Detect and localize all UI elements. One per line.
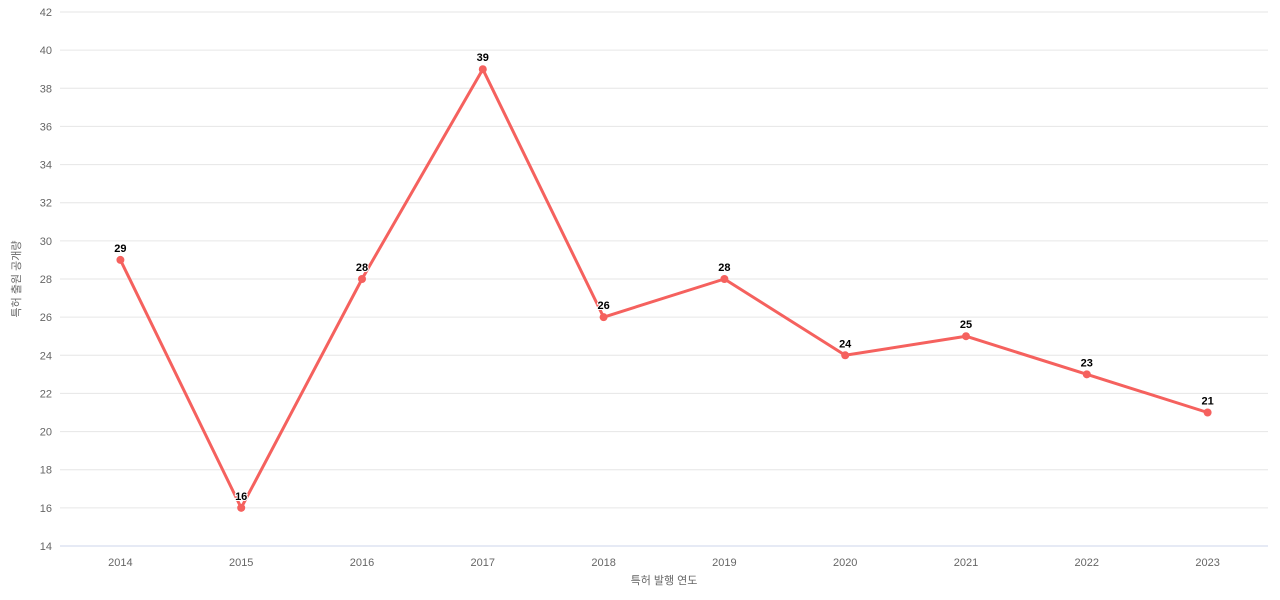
x-axis-tick-label: 2019 — [712, 557, 736, 569]
data-point-label: 29 — [114, 243, 126, 255]
x-axis-tick-label: 2021 — [954, 557, 978, 569]
y-axis-tick-label: 22 — [40, 388, 52, 400]
y-axis-tick-label: 34 — [40, 160, 52, 172]
y-axis-title: 특허 출원 공개량 — [10, 241, 23, 318]
data-labels: 29 16 28 39 26 28 24 25 23 21 — [113, 51, 1214, 504]
data-point-label: 21 — [1201, 396, 1213, 408]
x-axis-tick-label: 2014 — [108, 557, 132, 569]
y-axis-tick-label: 28 — [40, 274, 52, 286]
data-point[interactable] — [720, 275, 729, 283]
data-points — [116, 65, 1212, 512]
data-point-label: 16 — [235, 491, 247, 503]
gridlines — [60, 11, 1268, 547]
y-axis-tick-label: 42 — [40, 7, 52, 19]
y-axis-tick-label: 36 — [40, 121, 52, 133]
data-point-label: 28 — [356, 262, 368, 274]
data-point[interactable] — [962, 332, 970, 341]
x-axis-tick-label: 2015 — [229, 557, 253, 569]
data-point[interactable] — [1082, 370, 1091, 379]
x-axis-tick-labels: 2014 2015 2016 2017 2018 2019 2020 2021 2022 2023 — [108, 557, 1220, 569]
y-axis-tick-label: 16 — [40, 503, 52, 515]
data-point[interactable] — [841, 351, 850, 360]
data-point[interactable] — [358, 275, 366, 283]
y-axis-tick-label: 30 — [40, 236, 52, 248]
y-axis-tick-label: 14 — [40, 541, 52, 553]
y-axis-tick-labels: 14 16 18 20 22 24 26 28 30 32 34 36 38 40 42 — [40, 7, 52, 553]
x-axis-tick-label: 2023 — [1195, 557, 1219, 569]
data-point-label: 39 — [477, 52, 489, 64]
y-axis-tick-label: 24 — [40, 350, 52, 362]
x-axis-tick-label: 2017 — [471, 557, 495, 569]
data-point[interactable] — [478, 65, 487, 74]
x-axis-tick-label: 2018 — [591, 557, 615, 569]
y-axis-tick-label: 18 — [40, 465, 52, 477]
x-axis-tick-label: 2022 — [1075, 557, 1099, 569]
data-point-label: 23 — [1081, 357, 1093, 369]
data-point[interactable] — [599, 313, 608, 322]
data-point-label: 26 — [597, 300, 609, 312]
data-point[interactable] — [1203, 408, 1212, 417]
data-point-label: 28 — [718, 262, 730, 274]
y-axis-tick-label: 20 — [40, 427, 52, 439]
data-point[interactable] — [116, 255, 125, 264]
x-axis-title: 특허 발행 연도 — [631, 574, 698, 587]
y-axis-tick-label: 40 — [40, 45, 52, 57]
y-axis-tick-label: 32 — [40, 198, 52, 210]
series-line — [118, 67, 1210, 510]
data-point-label: 25 — [960, 319, 972, 331]
x-axis-tick-label: 2020 — [833, 557, 857, 569]
data-point[interactable] — [237, 503, 246, 512]
y-axis-tick-label: 38 — [40, 83, 52, 95]
data-point-label: 24 — [839, 338, 852, 350]
y-axis-tick-label: 26 — [40, 312, 52, 324]
x-axis-tick-label: 2016 — [350, 557, 374, 569]
